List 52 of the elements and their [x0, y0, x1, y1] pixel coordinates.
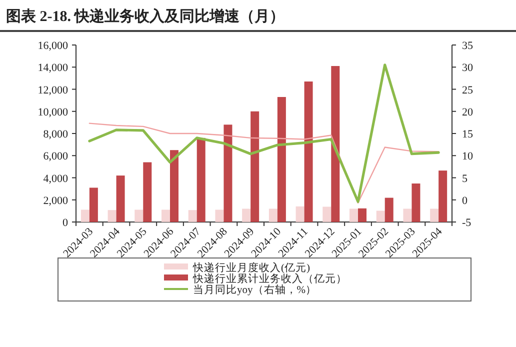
- bar: [358, 208, 366, 222]
- bar: [277, 96, 286, 222]
- bar: [331, 66, 340, 222]
- y2-tick-label: 35: [462, 40, 474, 52]
- y-tick-label: 6,000: [43, 150, 68, 163]
- y2-tick-label: 15: [462, 128, 474, 140]
- bar: [116, 176, 125, 222]
- bar: [384, 198, 394, 222]
- legend-label: 当月同比yoy（右轴，%）: [193, 283, 316, 296]
- line-series: [88, 64, 440, 203]
- y2-tick-label: 0: [462, 194, 468, 207]
- y-tick-label: 14,000: [38, 62, 68, 74]
- bar: [430, 208, 439, 222]
- bar: [412, 184, 420, 222]
- y2-tick-label: -5: [462, 217, 472, 229]
- y2-tick-label: 30: [462, 62, 474, 74]
- bar: [268, 208, 278, 222]
- y2-tick-label: 25: [462, 84, 474, 96]
- y2-tick-label: 10: [462, 150, 474, 163]
- y2-tick-label: 5: [462, 172, 468, 185]
- bar: [438, 170, 448, 222]
- bar: [242, 208, 251, 222]
- chart-title: 图表 2-18. 快递业务收入及同比增速（月）: [6, 7, 285, 25]
- bar: [143, 162, 152, 222]
- bar: [296, 206, 304, 222]
- bar: [304, 82, 313, 222]
- bar: [162, 210, 170, 222]
- y2-tick-label: 20: [462, 106, 474, 118]
- y-tick-label: 8,000: [43, 128, 68, 140]
- bar: [196, 138, 206, 222]
- line-series: [88, 122, 440, 204]
- bar: [215, 210, 224, 222]
- bar: [322, 206, 332, 222]
- bar: [224, 124, 232, 222]
- legend-label: 快递行业累计业务收入（亿元）: [192, 272, 347, 285]
- y-tick-label: 0: [62, 217, 68, 229]
- bar: [80, 210, 90, 222]
- bar: [134, 210, 144, 222]
- legend-label: 快递行业月度收入(亿元): [192, 261, 310, 274]
- bar: [350, 208, 358, 222]
- bar: [250, 111, 260, 222]
- y-tick-label: 4,000: [43, 172, 68, 185]
- bar: [89, 188, 98, 222]
- bar: [403, 208, 412, 222]
- y-tick-label: 10,000: [38, 106, 68, 118]
- y-tick-label: 2,000: [43, 194, 68, 207]
- y-tick-label: 16,000: [38, 40, 68, 52]
- bar: [376, 210, 385, 222]
- bar: [188, 210, 197, 222]
- y-tick-label: 12,000: [38, 84, 68, 96]
- bar: [170, 150, 178, 222]
- bar: [108, 210, 116, 222]
